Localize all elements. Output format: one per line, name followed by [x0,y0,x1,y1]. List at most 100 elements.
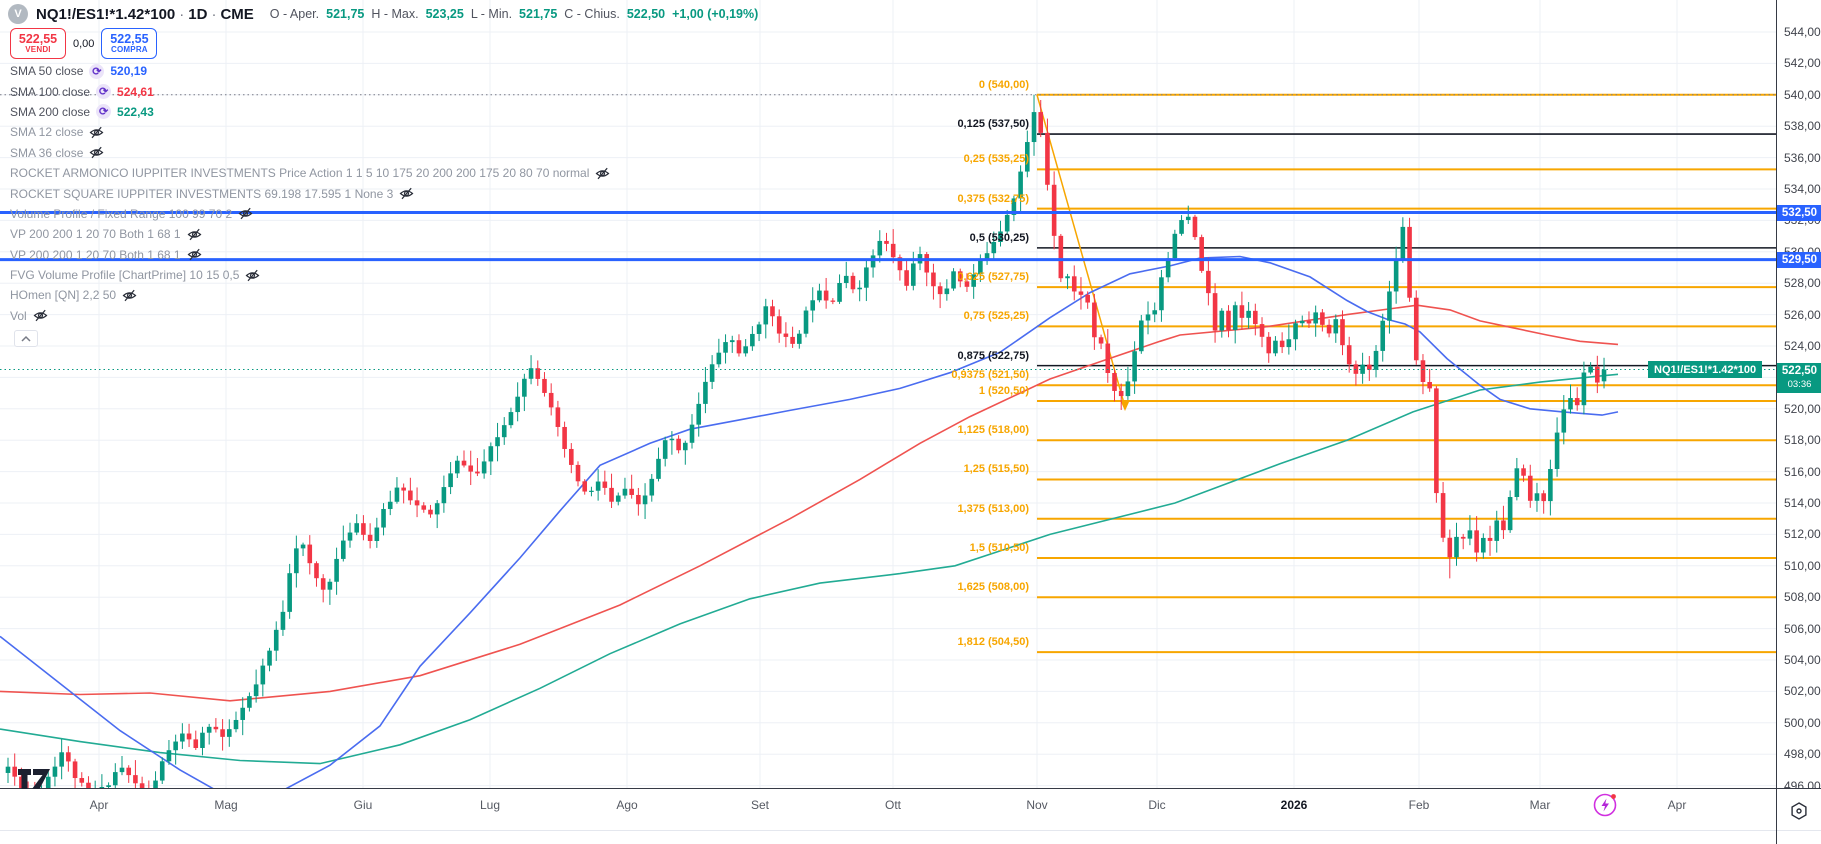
price-tick-label: 542,00 [1784,56,1821,71]
indicator-row[interactable]: SMA 12 close [10,122,610,142]
price-tick-label: 500,00 [1784,715,1821,730]
eye-off-icon[interactable] [33,308,48,323]
current-price-flag: NQ1!/ES1!*1.42*100 [1648,361,1763,379]
chart-canvas[interactable]: 0 (540,00) 0,125 (537,50) 0,25 (535,25) 0,3… [0,0,1776,788]
eye-off-icon[interactable] [122,288,137,303]
time-tick-label: Nov [1026,798,1048,812]
candlestick-chart[interactable] [0,0,1776,788]
sell-button[interactable]: 522,55 VENDI [10,28,66,59]
time-tick-label: Apr [89,798,109,812]
price-tick-label: 504,00 [1784,653,1821,667]
indicator-label: SMA 50 close [10,64,84,79]
indicator-row[interactable]: Volume Profile / Fixed Range 100 99 70 2 [10,204,610,224]
legend-collapse-button[interactable] [14,330,38,347]
time-tick-label: Mar [1529,798,1551,812]
trade-panel: 522,55 VENDI 0,00 522,55 COMPRA [10,28,158,59]
loading-spinner-icon: ⟳ [96,104,112,120]
ohlc-label: L - Min. [470,7,513,21]
eye-off-icon[interactable] [245,268,260,283]
symbol-name[interactable]: NQ1!/ES1!*1.42*100 [36,5,176,23]
price-tick-label: 524,00 [1784,339,1821,353]
time-tick-label: Giu [353,798,373,812]
price-tick-label: 506,00 [1784,621,1821,636]
time-tick-label: Mag [214,798,238,812]
indicator-label: ROCKET ARMONICO IUPPITER INVESTMENTS Pri… [10,166,590,181]
indicator-label: Vol [10,308,27,323]
indicator-label: ROCKET SQUARE IUPPITER INVESTMENTS 69.19… [10,186,394,201]
fib-trendline [1036,94,1126,408]
price-line-badge: 529,50 [1777,251,1821,268]
symbol-logo-icon[interactable]: V [8,4,28,24]
last-price-badge: 522,50 03:36 [1777,362,1821,393]
indicator-label: VP 200 200 1 20 70 Both 1 68 1 [10,227,181,242]
lightning-bolt-button[interactable] [1593,792,1618,817]
indicator-value: 524,61 [117,84,154,99]
spread-value: 0,00 [73,37,95,50]
time-tick-label: 2026 [1280,798,1308,812]
ohlc-value: 523,25 [425,7,464,21]
indicator-row[interactable]: Vol [10,306,610,326]
scale-settings-icon[interactable] [1788,800,1810,822]
indicator-row[interactable]: SMA 50 close ⟳ 520,19 [10,61,610,81]
time-tick-label: Lug [479,798,501,812]
eye-off-icon[interactable] [187,227,202,242]
indicator-label: HOmen [QN] 2,2 50 [10,288,117,303]
ohlc-label: C - Chius. [564,7,620,21]
eye-off-icon[interactable] [89,145,104,160]
symbol-title[interactable]: NQ1!/ES1!*1.42*100 · 1D · CME [36,5,254,23]
indicator-row[interactable]: VP 200 200 1 20 70 Both 1 68 1 [10,245,610,265]
price-axis[interactable]: 544,00 542,00 540,00 538,00 536,00 534,00 532,… [1776,0,1821,793]
indicator-value: 522,43 [117,104,154,119]
ohlc-label: H - Max. [371,7,419,21]
indicator-label: SMA 200 close [10,104,91,119]
eye-off-icon[interactable] [187,247,202,262]
indicator-label: Volume Profile / Fixed Range 100 99 70 2 [10,206,233,221]
time-tick-label: Dic [1148,798,1166,812]
indicator-row[interactable]: FVG Volume Profile [ChartPrime] 10 15 0,… [10,265,610,285]
indicator-row[interactable]: SMA 100 close ⟳ 524,61 [10,81,610,101]
indicator-label: SMA 36 close [10,145,84,160]
axis-settings-cell [1776,788,1821,844]
indicator-row[interactable]: VP 200 200 1 20 70 Both 1 68 1 [10,224,610,244]
price-tick-label: 510,00 [1784,558,1821,573]
price-tick-label: 536,00 [1784,150,1821,165]
indicator-row[interactable]: ROCKET ARMONICO IUPPITER INVESTMENTS Pri… [10,163,610,183]
price-tick-label: 512,00 [1784,527,1821,542]
eye-off-icon[interactable] [238,206,253,221]
eye-off-icon[interactable] [399,186,414,201]
time-axis[interactable]: Apr Mag Giu Lug Ago Set Ott Nov Dic 2026 Feb Mar Apr [0,788,1821,844]
exchange-label: CME [220,5,254,23]
indicator-row[interactable]: ROCKET SQUARE IUPPITER INVESTMENTS 69.19… [10,183,610,203]
last-price-value: 522,50 [1781,364,1818,377]
price-tick-label: 540,00 [1784,87,1821,102]
indicator-row[interactable]: SMA 200 close ⟳ 522,43 [10,102,610,122]
price-tick-label: 544,00 [1784,25,1821,39]
interval-label[interactable]: 1D [188,5,208,23]
time-tick-label: Set [750,798,770,812]
indicator-label: SMA 12 close [10,125,84,140]
eye-off-icon[interactable] [595,166,610,181]
candlestick-series [5,94,1607,788]
price-tick-label: 538,00 [1784,119,1821,134]
tradingview-logo[interactable] [16,766,54,797]
time-tick-label: Ago [616,798,638,812]
time-tick-label: Feb [1408,798,1430,812]
ohlc-value: 522,50 [626,7,666,21]
buy-button[interactable]: 522,55 COMPRA [101,28,158,59]
indicator-row[interactable]: SMA 36 close [10,143,610,163]
price-tick-label: 528,00 [1784,276,1821,291]
indicator-row[interactable]: HOmen [QN] 2,2 50 [10,285,610,305]
ohlc-values: O - Aper. 521,75 H - Max. 523,25 L - Min. 521… [270,7,758,21]
price-tick-label: 502,00 [1784,684,1821,699]
price-tick-label: 520,00 [1784,401,1821,416]
trendline-arrow-icon [1121,401,1129,411]
bar-countdown: 03:36 [1787,378,1812,390]
loading-spinner-icon: ⟳ [89,63,105,79]
ohlc-value: 521,75 [326,7,365,21]
indicator-value: 520,19 [110,64,148,79]
change-value: +1,00 (+0,19%) [672,7,759,21]
price-tick-label: 508,00 [1784,590,1821,605]
eye-off-icon[interactable] [89,125,104,140]
sma-50-line [0,255,1619,788]
